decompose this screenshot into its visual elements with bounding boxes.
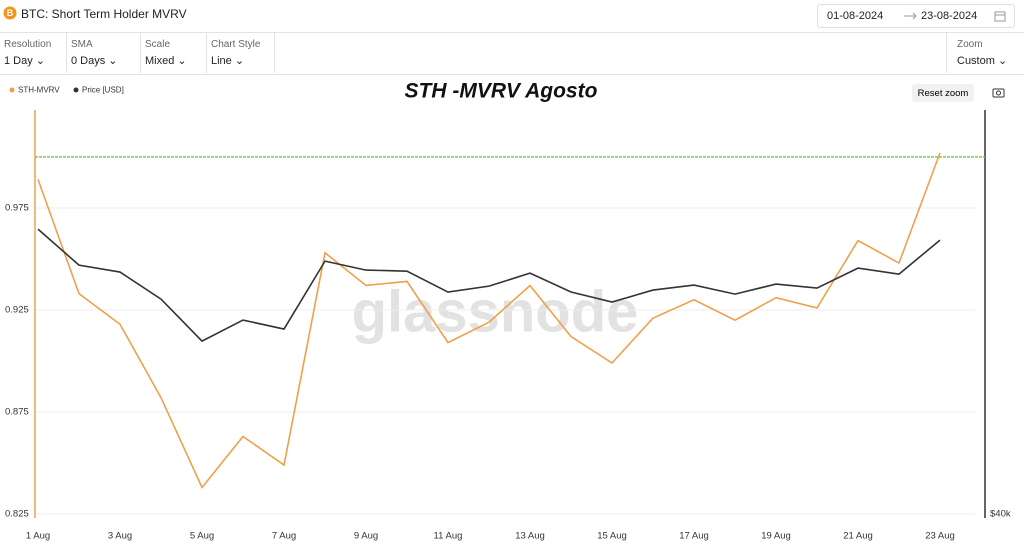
control-label: Chart Style <box>211 39 261 50</box>
control-value-text[interactable]: 1 Day <box>4 55 33 67</box>
x-tick-label: 11 Aug <box>434 531 463 542</box>
date-range[interactable]: 01-08-2024 23-08-2024 <box>817 4 1015 28</box>
control[interactable]: Chart Style Line ⌄ <box>207 33 275 73</box>
reset-zoom-button[interactable] <box>912 84 974 102</box>
x-tick-label: 17 Aug <box>679 531 709 542</box>
calendar-icon <box>994 11 1006 22</box>
watermark: glassnode <box>352 279 639 344</box>
x-tick-label: 3 Aug <box>108 531 132 542</box>
control-value[interactable]: Custom ⌄ <box>957 55 1008 67</box>
zoom-control[interactable]: Zoom Custom ⌄ <box>946 33 1024 73</box>
arrow <box>904 12 917 20</box>
date-to[interactable]: 23-08-2024 <box>921 10 978 22</box>
control[interactable]: Resolution 1 Day ⌄ <box>0 33 67 73</box>
series-line <box>37 152 941 489</box>
legend-marker <box>73 87 79 93</box>
x-tick-label: 5 Aug <box>190 531 214 542</box>
x-tick-label: 9 Aug <box>354 531 378 542</box>
x-tick-label: 23 Aug <box>925 531 955 542</box>
control-value-text[interactable]: Line <box>211 55 232 67</box>
control[interactable]: SMA 0 Days ⌄ <box>67 33 141 73</box>
header: B BTC: Short Term Holder MVRV 01-08-2024… <box>0 0 1024 33</box>
series-line <box>37 228 941 343</box>
control-value[interactable]: 0 Days ⌄ <box>71 55 118 67</box>
legend-label: STH-MVRV <box>18 86 60 95</box>
chart: STH -MVRV Agosto glassnode Reset zoom 0.… <box>5 80 1011 542</box>
chart-title: STH -MVRV Agosto <box>405 80 598 103</box>
x-tick-label: 7 Aug <box>272 531 296 542</box>
reset-zoom-label[interactable]: Reset zoom <box>918 88 969 99</box>
date-from[interactable]: 01-08-2024 <box>827 10 884 22</box>
x-tick-label: 19 Aug <box>761 531 791 542</box>
camera-icon[interactable] <box>992 88 1005 98</box>
control-label: Resolution <box>4 39 52 50</box>
x-tick-label: 13 Aug <box>515 531 545 542</box>
x-tick-label: 1 Aug <box>26 531 50 542</box>
y-tick-label: 0.925 <box>5 304 29 315</box>
zoom-value[interactable]: Custom <box>957 55 995 67</box>
control-value[interactable]: Mixed ⌄ <box>145 55 187 67</box>
control-value-text[interactable]: Mixed <box>145 55 175 67</box>
control-label: Zoom <box>957 39 983 50</box>
control[interactable]: Scale Mixed ⌄ <box>141 33 207 73</box>
btc-icon: B <box>3 6 17 20</box>
x-tick-label: 15 Aug <box>597 531 627 542</box>
control-value[interactable]: Line ⌄ <box>211 55 245 67</box>
control-label: Scale <box>145 39 171 50</box>
x-tick-label: 21 Aug <box>843 531 873 542</box>
y2-tick-label: $40k <box>990 509 1011 520</box>
legend-marker <box>9 87 15 93</box>
control-value-text[interactable]: 0 Days <box>71 55 106 67</box>
page-title: BTC: Short Term Holder MVRV <box>21 7 187 21</box>
y-tick-label: 0.975 <box>5 202 29 213</box>
control-label: SMA <box>71 39 93 50</box>
controls <box>0 0 1024 75</box>
y-tick-label: 0.825 <box>5 509 29 520</box>
control-value[interactable]: 1 Day ⌄ <box>4 55 46 67</box>
y-tick-label: 0.875 <box>5 406 29 417</box>
svg-text:B: B <box>7 8 14 18</box>
legend-label: Price [USD] <box>82 86 124 95</box>
